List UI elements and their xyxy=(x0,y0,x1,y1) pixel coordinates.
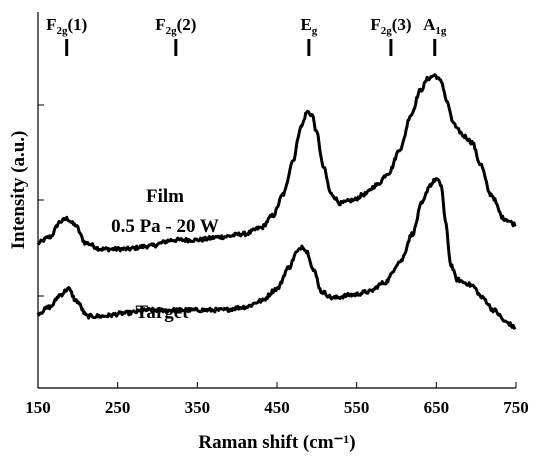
peak-label: F2g(1) xyxy=(46,15,87,37)
labels-layer: 150 250 350 450 550 650 750 Raman shift (cm⁻¹) I… xyxy=(8,15,529,453)
peak-label: F2g(2) xyxy=(155,15,196,37)
x-tick-label: 250 xyxy=(105,398,131,417)
peak-label: A1g xyxy=(423,15,447,37)
series-label-film: Film xyxy=(146,186,184,207)
series-label-target: Target xyxy=(135,302,189,323)
x-tick-label: 150 xyxy=(25,398,51,417)
peak-label: F2g(3) xyxy=(370,15,411,37)
x-tick-label: 750 xyxy=(503,398,529,417)
x-tick-label: 450 xyxy=(264,398,290,417)
series-line-target xyxy=(36,177,517,331)
x-tick-label: 550 xyxy=(344,398,370,417)
series-label-film-conditions: 0.5 Pa - 20 W xyxy=(111,216,219,237)
x-tick-label: 650 xyxy=(424,398,450,417)
x-axis-title: Raman shift (cm⁻¹) xyxy=(198,432,355,453)
x-tick-label: 350 xyxy=(185,398,211,417)
plot-layer xyxy=(36,73,517,331)
peak-label: Eg xyxy=(300,15,317,37)
y-axis-title: Intensity (a.u.) xyxy=(8,131,29,250)
axes-layer xyxy=(37,12,517,389)
series-line-film xyxy=(36,73,517,253)
